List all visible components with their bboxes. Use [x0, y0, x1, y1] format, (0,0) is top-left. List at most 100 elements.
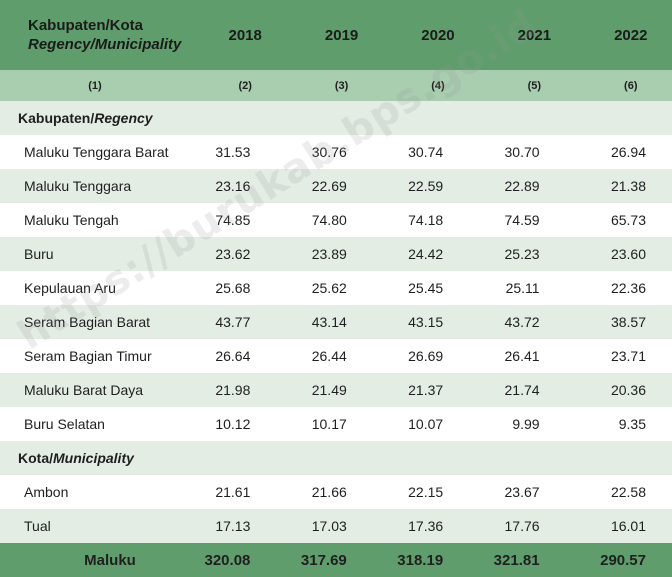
- row-value: 10.17: [286, 407, 383, 441]
- row-value: 23.71: [575, 339, 672, 373]
- row-value: 30.76: [286, 135, 383, 169]
- row-value: 10.07: [382, 407, 480, 441]
- row-value: 21.98: [190, 373, 287, 407]
- row-value: 290.57: [575, 543, 672, 577]
- table-row: Maluku Tenggara Barat 31.53 30.76 30.74 30.7…: [0, 135, 672, 169]
- row-value: 9.35: [575, 407, 672, 441]
- row-value: 318.19: [382, 543, 480, 577]
- table-row: Maluku Barat Daya 21.98 21.49 21.37 21.74 20.…: [0, 373, 672, 407]
- row-value: 9.99: [479, 407, 576, 441]
- row-name: Maluku Barat Daya: [0, 373, 190, 407]
- column-number: (2): [190, 70, 287, 101]
- row-value: 10.12: [190, 407, 287, 441]
- row-value: 74.80: [286, 203, 383, 237]
- section-regency-label: Kabupaten/Regency: [0, 101, 672, 135]
- table-row: Maluku Tenggara 23.16 22.69 22.59 22.89 21.38: [0, 169, 672, 203]
- row-value: 22.15: [382, 475, 480, 509]
- column-number: (1): [0, 70, 190, 101]
- row-value: 25.11: [479, 271, 576, 305]
- row-value: 26.41: [479, 339, 576, 373]
- row-value: 25.68: [190, 271, 287, 305]
- row-value: 65.73: [575, 203, 672, 237]
- section-municipality-label: Kota/Municipality: [0, 441, 672, 475]
- row-value: 23.89: [286, 237, 383, 271]
- row-value: 43.77: [190, 305, 287, 339]
- table-row: Buru Selatan 10.12 10.17 10.07 9.99 9.35: [0, 407, 672, 441]
- row-name: Maluku: [0, 543, 190, 577]
- row-name: Tual: [0, 509, 190, 543]
- row-name: Maluku Tengah: [0, 203, 190, 237]
- row-value: 25.23: [479, 237, 576, 271]
- row-value: 17.76: [479, 509, 576, 543]
- header-row: Kabupaten/Kota Regency/Municipality 2018…: [0, 0, 672, 70]
- header-region-label: Kabupaten/Kota: [28, 17, 144, 34]
- column-number: (3): [286, 70, 383, 101]
- section-regency-row: Kabupaten/Regency: [0, 101, 672, 135]
- row-value: 317.69: [286, 543, 383, 577]
- header-region-label-en: Regency/Municipality: [28, 36, 182, 53]
- row-value: 30.70: [479, 135, 576, 169]
- column-number: (4): [382, 70, 480, 101]
- row-value: 43.72: [479, 305, 576, 339]
- row-value: 74.59: [479, 203, 576, 237]
- row-value: 25.62: [286, 271, 383, 305]
- row-value: 23.16: [190, 169, 287, 203]
- row-value: 21.61: [190, 475, 287, 509]
- row-value: 16.01: [575, 509, 672, 543]
- table-row: Maluku Tengah 74.85 74.80 74.18 74.59 65.73: [0, 203, 672, 237]
- row-value: 74.85: [190, 203, 287, 237]
- row-value: 43.14: [286, 305, 383, 339]
- row-name: Seram Bagian Timur: [0, 339, 190, 373]
- row-value: 30.74: [382, 135, 480, 169]
- row-value: 24.42: [382, 237, 480, 271]
- row-value: 23.60: [575, 237, 672, 271]
- row-value: 20.36: [575, 373, 672, 407]
- table-row: Kepulauan Aru 25.68 25.62 25.45 25.11 22.36: [0, 271, 672, 305]
- row-value: 31.53: [190, 135, 287, 169]
- row-value: 25.45: [382, 271, 480, 305]
- header-year-2022: 2022: [575, 0, 672, 70]
- row-value: 38.57: [575, 305, 672, 339]
- row-value: 22.58: [575, 475, 672, 509]
- total-row: Maluku 320.08 317.69 318.19 321.81 290.57: [0, 543, 672, 577]
- row-value: 21.66: [286, 475, 383, 509]
- row-value: 26.69: [382, 339, 480, 373]
- header-year-2020: 2020: [382, 0, 480, 70]
- row-value: 22.36: [575, 271, 672, 305]
- column-number-row: (1) (2) (3) (4) (5) (6): [0, 70, 672, 101]
- row-value: 26.94: [575, 135, 672, 169]
- row-value: 17.36: [382, 509, 480, 543]
- row-value: 21.49: [286, 373, 383, 407]
- row-name: Seram Bagian Barat: [0, 305, 190, 339]
- row-name: Maluku Tenggara: [0, 169, 190, 203]
- row-name: Maluku Tenggara Barat: [0, 135, 190, 169]
- row-name: Buru Selatan: [0, 407, 190, 441]
- header-year-2019: 2019: [286, 0, 383, 70]
- row-value: 23.67: [479, 475, 576, 509]
- row-value: 321.81: [479, 543, 576, 577]
- table-row: Ambon 21.61 21.66 22.15 23.67 22.58: [0, 475, 672, 509]
- table-row: Seram Bagian Barat 43.77 43.14 43.15 43.72 38…: [0, 305, 672, 339]
- row-value: 21.38: [575, 169, 672, 203]
- header-year-2021: 2021: [479, 0, 576, 70]
- row-value: 22.59: [382, 169, 480, 203]
- row-value: 26.64: [190, 339, 287, 373]
- row-value: 22.89: [479, 169, 576, 203]
- table-row: Tual 17.13 17.03 17.36 17.76 16.01: [0, 509, 672, 543]
- row-value: 320.08: [190, 543, 287, 577]
- row-value: 21.74: [479, 373, 576, 407]
- row-name: Buru: [0, 237, 190, 271]
- row-value: 23.62: [190, 237, 287, 271]
- row-value: 22.69: [286, 169, 383, 203]
- column-number: (5): [479, 70, 576, 101]
- table-row: Buru 23.62 23.89 24.42 25.23 23.60: [0, 237, 672, 271]
- section-municipality-row: Kota/Municipality: [0, 441, 672, 475]
- column-number: (6): [575, 70, 672, 101]
- header-region-cell: Kabupaten/Kota Regency/Municipality: [0, 0, 190, 70]
- row-value: 17.03: [286, 509, 383, 543]
- row-value: 26.44: [286, 339, 383, 373]
- table-row: Seram Bagian Timur 26.64 26.44 26.69 26.41 23…: [0, 339, 672, 373]
- header-year-2018: 2018: [190, 0, 287, 70]
- row-name: Ambon: [0, 475, 190, 509]
